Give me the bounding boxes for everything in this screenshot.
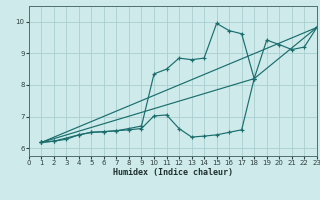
- X-axis label: Humidex (Indice chaleur): Humidex (Indice chaleur): [113, 168, 233, 177]
